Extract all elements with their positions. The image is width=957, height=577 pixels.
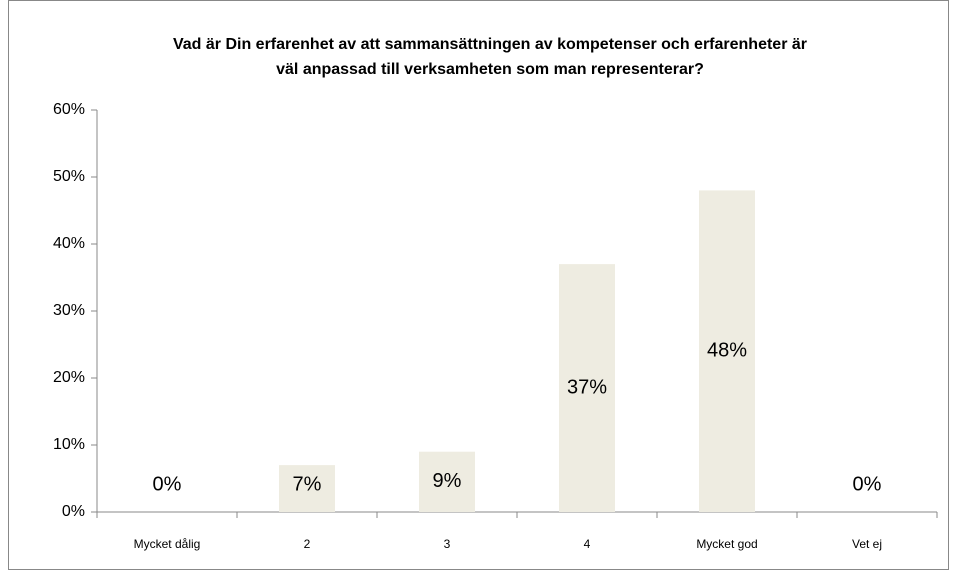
x-tick-label: 2 [304, 537, 311, 551]
y-tick-label: 30% [53, 302, 85, 319]
data-label: 0% [153, 473, 182, 495]
y-tick-label: 0% [62, 503, 85, 520]
data-label: 7% [293, 473, 322, 495]
data-label: 9% [433, 470, 462, 492]
y-tick-label: 40% [53, 235, 85, 252]
y-tick-label: 60% [53, 101, 85, 118]
chart-title: väl anpassad till verksamheten som man r… [276, 61, 704, 78]
bar [559, 264, 615, 512]
x-tick-label: 4 [584, 537, 591, 551]
chart-title: Vad är Din erfarenhet av att sammansättn… [173, 36, 807, 53]
x-tick-label: Vet ej [852, 537, 882, 551]
chart-frame [8, 0, 949, 570]
data-label: 37% [567, 376, 607, 398]
bar [419, 451, 475, 512]
y-tick-label: 10% [53, 436, 85, 453]
x-tick-label: Mycket god [696, 537, 757, 551]
bar [699, 190, 755, 512]
data-label: 48% [707, 339, 747, 361]
x-tick-label: Mycket dålig [134, 537, 201, 551]
y-tick-label: 50% [53, 168, 85, 185]
y-tick-label: 20% [53, 369, 85, 386]
data-label: 0% [853, 473, 882, 495]
x-tick-label: 3 [444, 537, 451, 551]
bar [279, 465, 335, 512]
